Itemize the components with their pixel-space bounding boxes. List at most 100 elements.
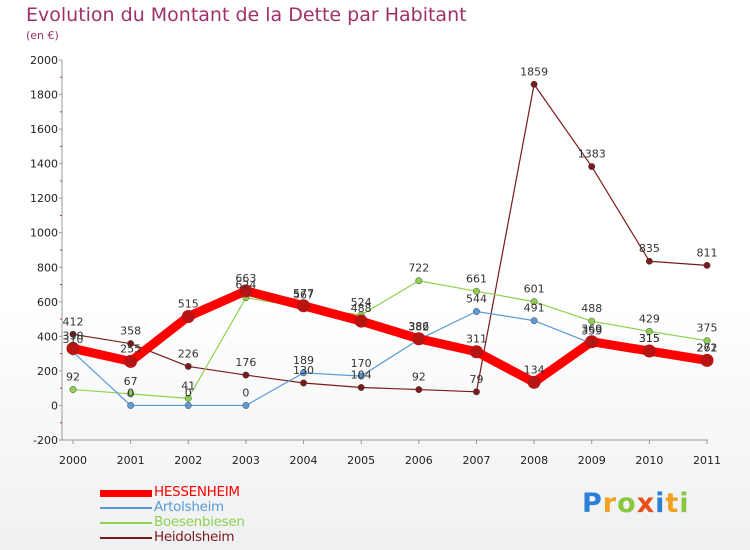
logo-letter: x bbox=[636, 488, 656, 519]
data-label: 412 bbox=[63, 315, 84, 328]
data-label: 515 bbox=[178, 298, 199, 311]
data-label: 67 bbox=[124, 375, 138, 388]
data-labels: 330 255 515 663 577 488 386 311 134 369 315 261 310 0… bbox=[63, 65, 718, 399]
data-label: 92 bbox=[412, 371, 426, 384]
data-label: 41 bbox=[181, 379, 195, 392]
data-label: 661 bbox=[466, 272, 487, 285]
y-tick-label: 800 bbox=[37, 261, 58, 274]
series-point-hessenheim bbox=[124, 354, 138, 368]
series-point-boesenbiesen bbox=[184, 394, 192, 402]
data-label: 134 bbox=[524, 363, 545, 376]
data-label: 835 bbox=[639, 242, 660, 255]
data-label: 79 bbox=[469, 373, 483, 386]
series-point-heidolsheim bbox=[242, 371, 250, 379]
series-point-artolsheim bbox=[357, 372, 365, 380]
y-tick-label: 1400 bbox=[30, 158, 58, 171]
data-label: 369 bbox=[581, 323, 602, 336]
logo-letter: t bbox=[665, 488, 680, 519]
x-tick-label: 2005 bbox=[347, 454, 375, 467]
series-point-hessenheim bbox=[700, 353, 714, 367]
series-point-boesenbiesen bbox=[588, 317, 596, 325]
series-point-hessenheim bbox=[412, 332, 426, 346]
series-point-boesenbiesen bbox=[415, 277, 423, 285]
logo-letter: r bbox=[602, 488, 618, 519]
x-tick-label: 2009 bbox=[578, 454, 606, 467]
series-points bbox=[66, 80, 714, 409]
series-point-hessenheim bbox=[585, 335, 599, 349]
series-point-hessenheim bbox=[66, 341, 80, 355]
data-label: 310 bbox=[63, 333, 84, 346]
data-label: 1859 bbox=[520, 65, 548, 78]
series-point-boesenbiesen bbox=[473, 287, 480, 295]
series-point-boesenbiesen bbox=[69, 386, 77, 394]
data-label: 0 bbox=[127, 386, 134, 399]
series-point-artolsheim bbox=[242, 402, 250, 409]
data-label: 311 bbox=[466, 333, 487, 346]
data-label: 92 bbox=[66, 371, 80, 384]
x-tick-label: 2010 bbox=[635, 454, 663, 467]
series-point-boesenbiesen bbox=[703, 337, 711, 345]
series-point-artolsheim bbox=[300, 369, 307, 377]
y-tick-label: 0 bbox=[51, 399, 58, 412]
data-label: 663 bbox=[235, 272, 256, 285]
data-label: 488 bbox=[351, 302, 372, 315]
logo-letter: P bbox=[582, 488, 603, 519]
x-tick-label: 2002 bbox=[174, 454, 202, 467]
data-label: 544 bbox=[466, 292, 487, 305]
y-tick-label: 1000 bbox=[30, 227, 58, 240]
data-label: 272 bbox=[697, 341, 718, 354]
series-point-boesenbiesen bbox=[530, 298, 538, 306]
chart-title: Evolution du Montant de la Dette par Hab… bbox=[26, 4, 467, 26]
data-label: 130 bbox=[293, 364, 314, 377]
series-point-heidolsheim bbox=[184, 362, 192, 370]
y-tick-label: 1600 bbox=[30, 123, 58, 136]
y-tick-label: 400 bbox=[37, 330, 58, 343]
data-label: 0 bbox=[242, 386, 249, 399]
series-line-boesenbiesen bbox=[72, 280, 708, 399]
data-label: 577 bbox=[293, 287, 314, 300]
data-label: 104 bbox=[351, 368, 372, 381]
data-label: 0 bbox=[185, 386, 192, 399]
series-point-hessenheim bbox=[469, 345, 483, 359]
x-tick-label: 2006 bbox=[405, 454, 433, 467]
legend-label: Artolsheim bbox=[154, 499, 224, 515]
series-point-artolsheim bbox=[127, 402, 135, 409]
data-label: 315 bbox=[639, 332, 660, 345]
data-label: 601 bbox=[524, 283, 545, 296]
data-label: 255 bbox=[120, 342, 141, 355]
data-label: 491 bbox=[524, 302, 545, 315]
data-label: 429 bbox=[639, 312, 660, 325]
data-label: 330 bbox=[63, 329, 84, 342]
data-label: 382 bbox=[408, 320, 429, 333]
x-tick-label: 2008 bbox=[520, 454, 548, 467]
y-tick-label: 1800 bbox=[30, 89, 58, 102]
series-lines bbox=[68, 83, 712, 407]
legend-label: Heidolsheim bbox=[154, 529, 235, 545]
data-label: 567 bbox=[293, 289, 314, 302]
legend-swatch bbox=[100, 489, 152, 497]
legend-label: Boesenbiesen bbox=[154, 514, 245, 530]
series-point-heidolsheim bbox=[357, 384, 365, 391]
legend-swatch bbox=[100, 522, 152, 524]
x-tick-label: 2004 bbox=[290, 454, 318, 467]
data-label: 624 bbox=[235, 279, 256, 292]
series-point-artolsheim bbox=[473, 308, 480, 315]
y-tick-label: -200 bbox=[33, 434, 58, 447]
series-point-hessenheim bbox=[181, 310, 195, 323]
series-point-heidolsheim bbox=[415, 386, 423, 394]
series-line-hessenheim bbox=[68, 286, 712, 387]
series-point-artolsheim bbox=[184, 402, 192, 409]
data-label: 261 bbox=[697, 341, 718, 354]
series-point-heidolsheim bbox=[703, 261, 711, 269]
series-point-artolsheim bbox=[530, 317, 538, 325]
y-tick-label: 200 bbox=[37, 365, 58, 378]
y-tick-label: 2000 bbox=[30, 54, 58, 67]
series-point-heidolsheim bbox=[588, 163, 596, 171]
series-point-heidolsheim bbox=[645, 257, 653, 265]
y-tick-label: 1200 bbox=[30, 192, 58, 205]
data-label: 386 bbox=[408, 320, 429, 333]
proxiti-logo: Proxiti bbox=[582, 488, 690, 519]
series-line-heidolsheim bbox=[72, 83, 708, 393]
chart-subtitle: (en €) bbox=[26, 29, 59, 42]
